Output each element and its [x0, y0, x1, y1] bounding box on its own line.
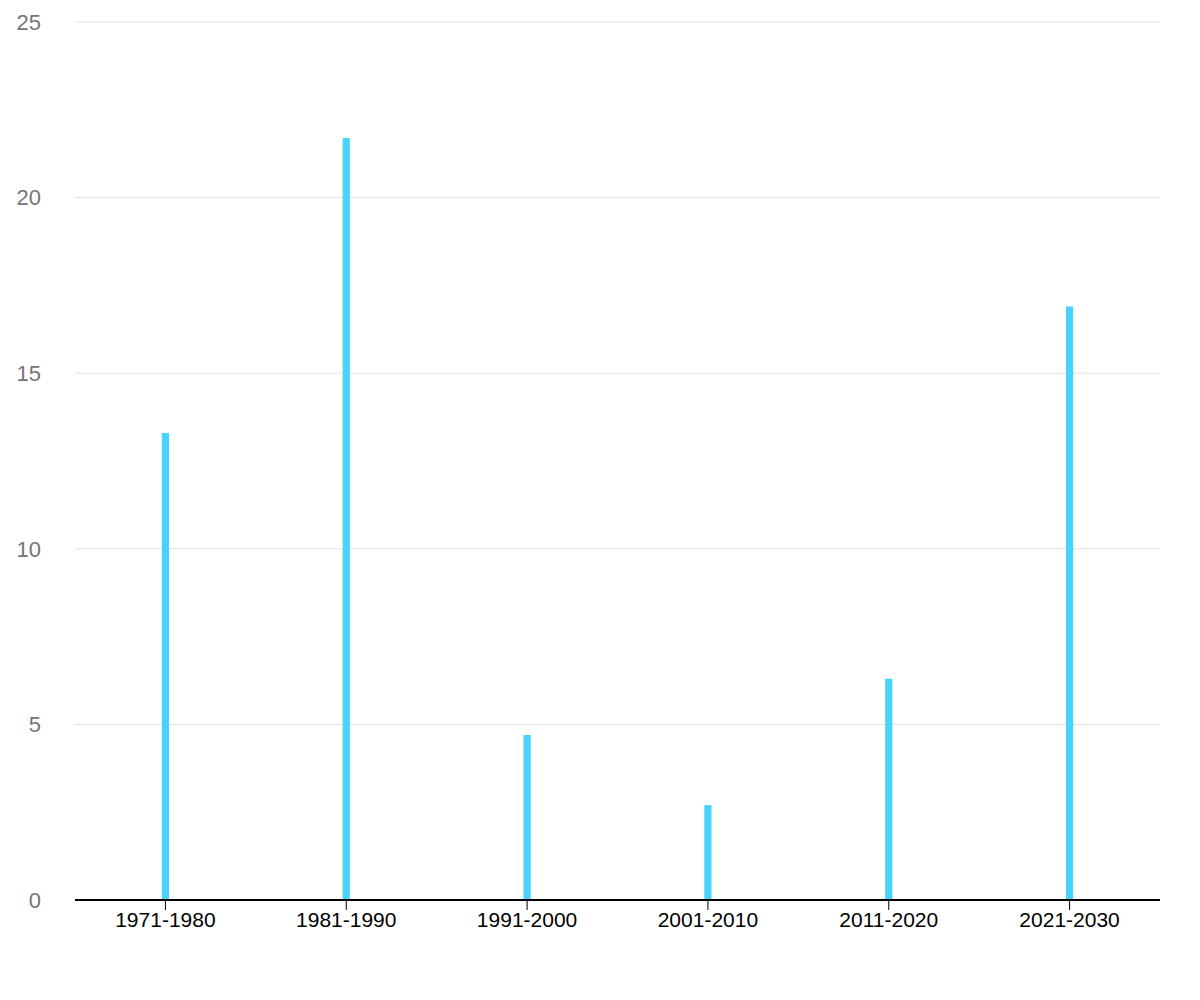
svg-text:0: 0	[29, 888, 41, 913]
svg-text:25: 25	[17, 10, 41, 35]
svg-text:2021-2030: 2021-2030	[1019, 908, 1119, 931]
svg-text:5: 5	[29, 712, 41, 737]
svg-text:1991-2000: 1991-2000	[477, 908, 577, 931]
svg-text:20: 20	[17, 185, 41, 210]
svg-text:1971-1980: 1971-1980	[115, 908, 215, 931]
svg-text:2011-2020: 2011-2020	[839, 908, 938, 931]
svg-text:10: 10	[17, 537, 41, 562]
svg-text:15: 15	[17, 361, 41, 386]
svg-text:1981-1990: 1981-1990	[296, 908, 396, 931]
svg-text:2001-2010: 2001-2010	[658, 908, 758, 931]
